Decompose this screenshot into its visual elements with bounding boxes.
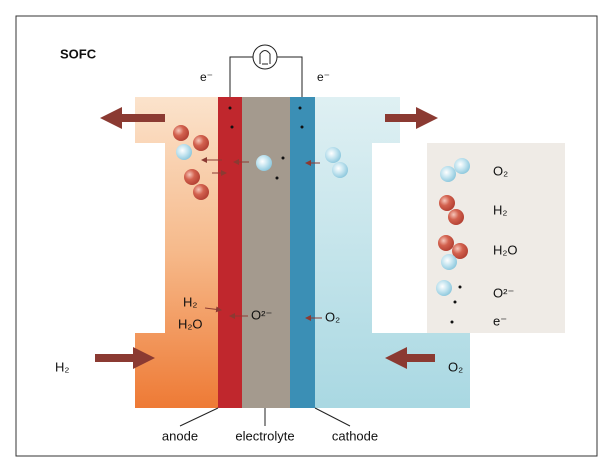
component-label: cathode: [332, 428, 378, 443]
bulb: [252, 44, 278, 70]
legend-icons: [436, 158, 470, 324]
frame: [15, 15, 598, 457]
legend-label: O₂: [493, 163, 508, 178]
legend-label: e⁻: [493, 313, 507, 328]
flow-arrows: [95, 107, 438, 369]
electrolyte-label: O²⁻: [251, 307, 272, 322]
air-channel: [315, 97, 470, 408]
electron-label: e⁻: [200, 70, 213, 84]
oxidant-label: O₂: [448, 359, 463, 374]
anode-label: H₂: [183, 294, 197, 309]
electrons: [228, 106, 304, 180]
title: SOFC: [60, 46, 97, 61]
small-arrows: [201, 157, 322, 321]
bulb-filament: [259, 50, 271, 65]
fuel-label: H₂: [55, 359, 69, 374]
legend-label: O²⁻: [493, 285, 514, 300]
electron-label: e⁻: [317, 70, 330, 84]
cathode: [290, 97, 315, 408]
legend-label: H₂: [493, 202, 507, 217]
component-label: electrolyte: [235, 428, 294, 443]
callout-lines: [179, 407, 351, 427]
anode-label: H₂O: [178, 316, 203, 331]
cathode-label: O₂: [325, 309, 340, 324]
component-label: anode: [162, 428, 198, 443]
legend-label: H₂O: [493, 242, 518, 257]
wire: [229, 56, 303, 97]
anode: [218, 97, 242, 408]
electrolyte: [242, 97, 290, 408]
molecules: [173, 125, 348, 200]
